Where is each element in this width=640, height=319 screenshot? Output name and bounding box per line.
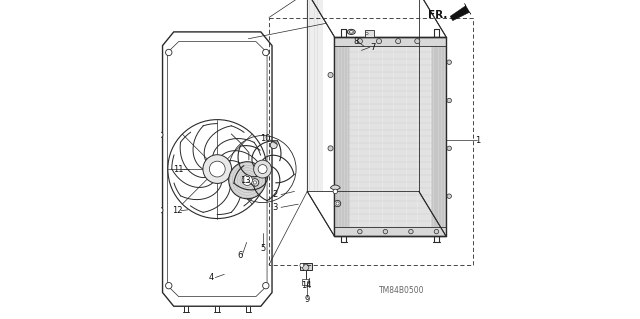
Bar xyxy=(334,37,446,46)
Circle shape xyxy=(300,263,304,267)
Circle shape xyxy=(262,49,269,56)
Polygon shape xyxy=(450,4,471,21)
Circle shape xyxy=(447,146,451,151)
Text: 8: 8 xyxy=(353,37,358,46)
Circle shape xyxy=(336,202,339,205)
Text: TM84B0500: TM84B0500 xyxy=(379,286,424,295)
Circle shape xyxy=(209,161,225,177)
Text: 11: 11 xyxy=(173,165,184,174)
Circle shape xyxy=(434,229,438,234)
Ellipse shape xyxy=(365,33,368,34)
Circle shape xyxy=(157,132,163,138)
Text: 2: 2 xyxy=(273,190,278,199)
Circle shape xyxy=(396,39,401,44)
Circle shape xyxy=(328,146,333,151)
Circle shape xyxy=(447,98,451,103)
Text: 1: 1 xyxy=(475,136,480,145)
Circle shape xyxy=(258,165,267,174)
Circle shape xyxy=(203,155,232,183)
Bar xyxy=(334,227,446,236)
Circle shape xyxy=(409,229,413,234)
Bar xyxy=(334,37,349,236)
Ellipse shape xyxy=(348,29,355,34)
Bar xyxy=(300,263,312,270)
Circle shape xyxy=(166,49,172,56)
Circle shape xyxy=(358,229,362,234)
Bar xyxy=(349,46,431,227)
Circle shape xyxy=(376,39,381,44)
Circle shape xyxy=(415,39,420,44)
Circle shape xyxy=(242,175,252,185)
Circle shape xyxy=(166,283,172,289)
Text: 7: 7 xyxy=(370,43,375,52)
Circle shape xyxy=(334,200,340,207)
Ellipse shape xyxy=(349,31,353,33)
Bar xyxy=(365,30,374,37)
Circle shape xyxy=(447,60,451,64)
Circle shape xyxy=(262,283,269,289)
Circle shape xyxy=(383,229,388,234)
Circle shape xyxy=(333,189,337,194)
Text: 13: 13 xyxy=(240,176,250,185)
Text: 5: 5 xyxy=(260,244,265,253)
Circle shape xyxy=(270,142,277,149)
Text: 9: 9 xyxy=(305,295,310,304)
Circle shape xyxy=(357,39,362,44)
Circle shape xyxy=(253,160,271,178)
Text: 6: 6 xyxy=(237,251,243,260)
Circle shape xyxy=(447,194,451,198)
Circle shape xyxy=(251,179,259,186)
Circle shape xyxy=(328,72,333,78)
Circle shape xyxy=(157,207,163,213)
Bar xyxy=(303,279,309,285)
Bar xyxy=(431,37,446,236)
Text: 10: 10 xyxy=(260,134,271,143)
Text: 14: 14 xyxy=(301,281,312,290)
Circle shape xyxy=(303,264,309,271)
Text: 4: 4 xyxy=(209,273,214,282)
Text: 12: 12 xyxy=(172,206,182,215)
Circle shape xyxy=(228,162,266,199)
Text: 3: 3 xyxy=(273,203,278,212)
Wedge shape xyxy=(330,185,340,191)
Text: FR.: FR. xyxy=(428,10,447,20)
Circle shape xyxy=(253,181,257,184)
